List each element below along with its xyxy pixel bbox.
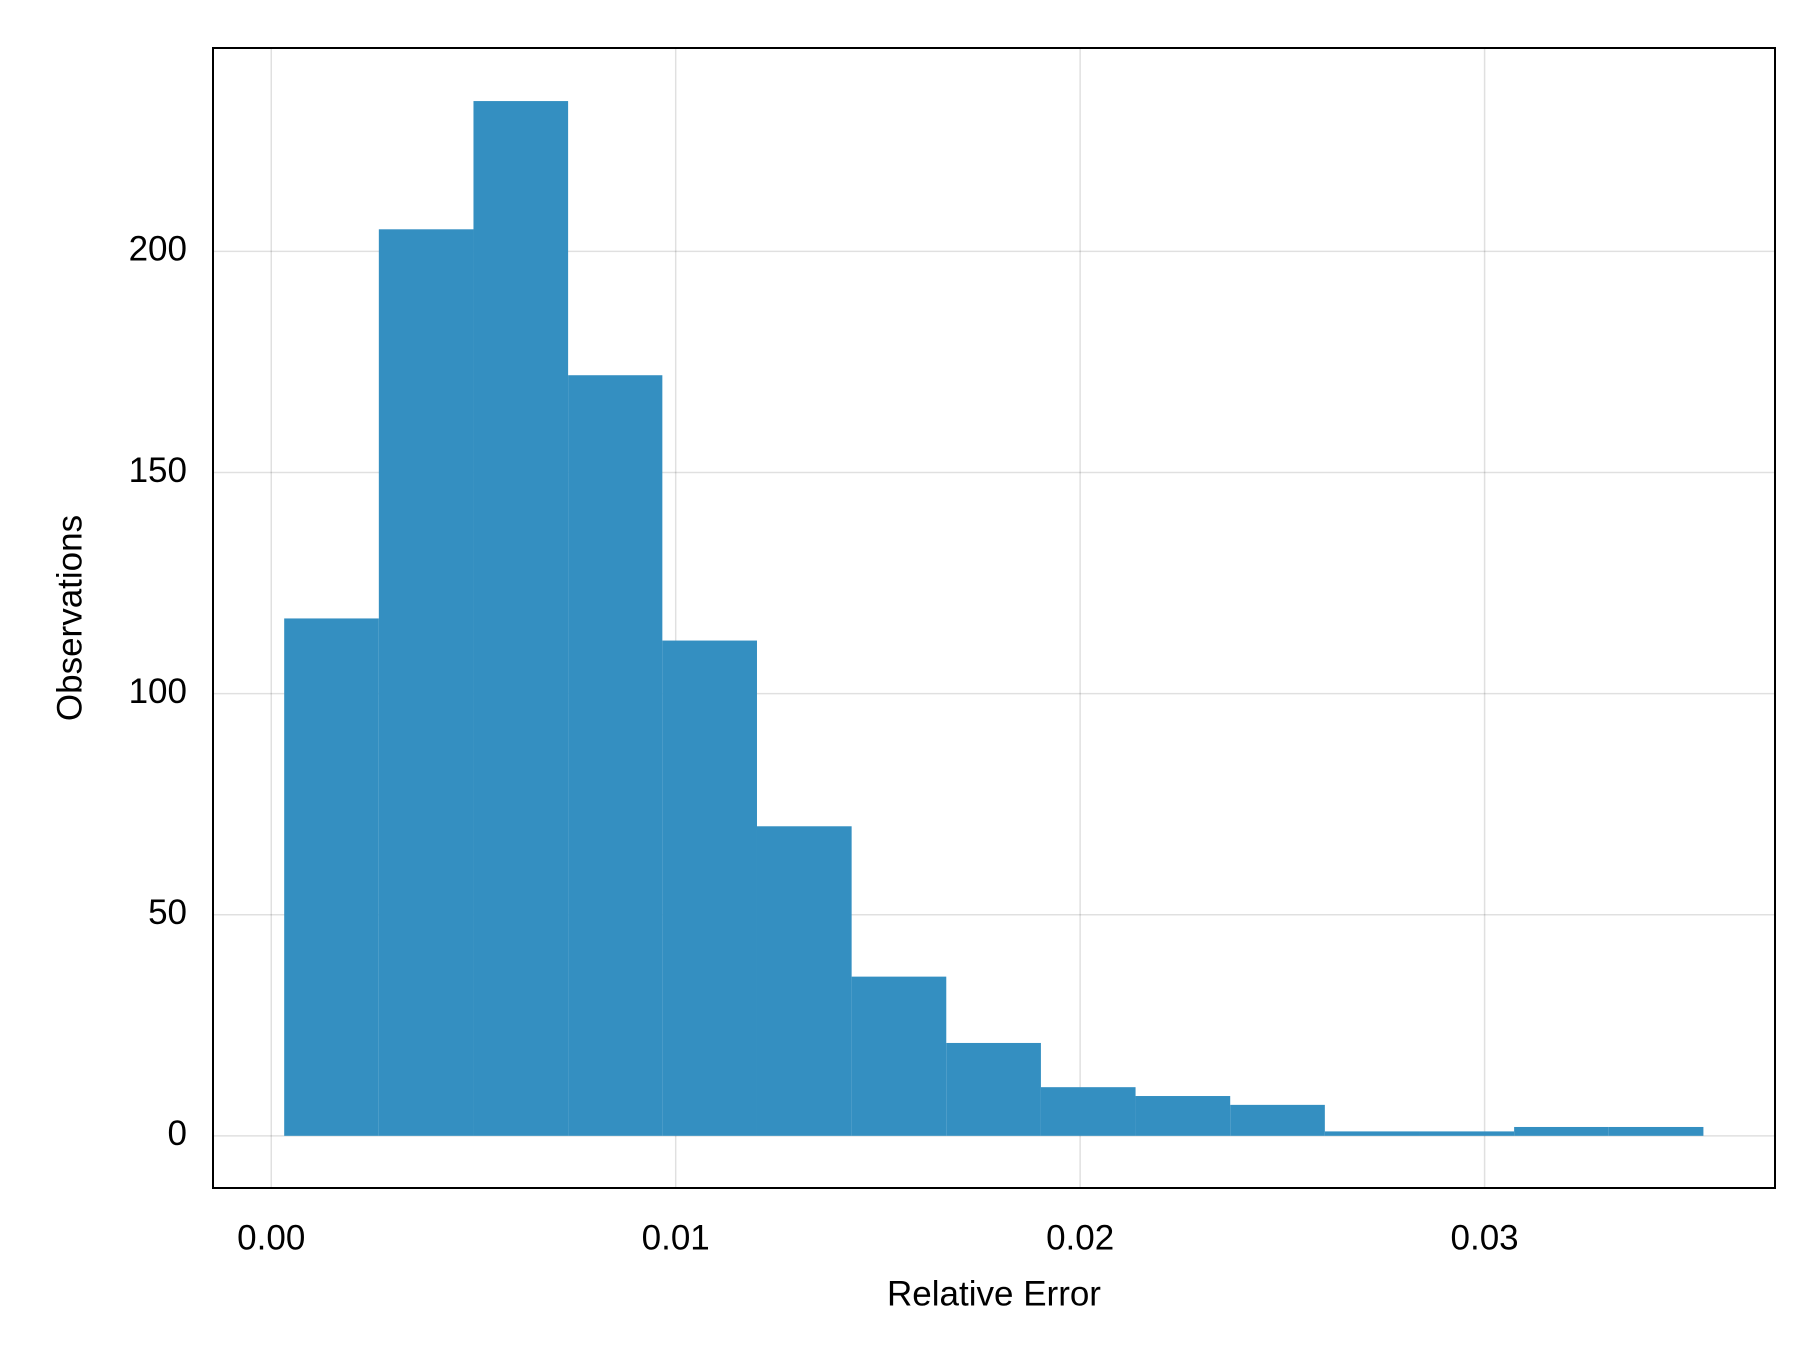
bar — [662, 640, 757, 1136]
bar — [1040, 1087, 1136, 1136]
bar — [1230, 1104, 1325, 1136]
y-tick-label: 150 — [129, 451, 187, 490]
plot-frame — [212, 47, 1776, 1189]
y-tick-label: 100 — [129, 672, 187, 711]
bar — [1608, 1126, 1704, 1136]
bar — [1324, 1131, 1420, 1136]
bar — [1514, 1126, 1609, 1136]
bar — [756, 826, 852, 1136]
bar — [946, 1042, 1041, 1136]
bar — [1135, 1096, 1231, 1136]
y-tick-label: 50 — [148, 893, 187, 932]
y-axis-label: Observations — [50, 515, 89, 721]
y-tick-label: 200 — [129, 230, 187, 269]
bar — [473, 101, 569, 1136]
x-tick-label: 0.03 — [1451, 1218, 1519, 1257]
x-tick-label: 0.01 — [642, 1218, 710, 1257]
bar — [378, 229, 474, 1136]
y-tick-label: 0 — [168, 1114, 187, 1153]
bar — [568, 375, 663, 1136]
x-tick-label: 0.00 — [237, 1218, 305, 1257]
x-tick-label: 0.02 — [1046, 1218, 1114, 1257]
bar — [284, 618, 379, 1136]
x-axis-label: Relative Error — [887, 1274, 1101, 1313]
bar — [1419, 1131, 1515, 1136]
bar — [851, 976, 947, 1136]
